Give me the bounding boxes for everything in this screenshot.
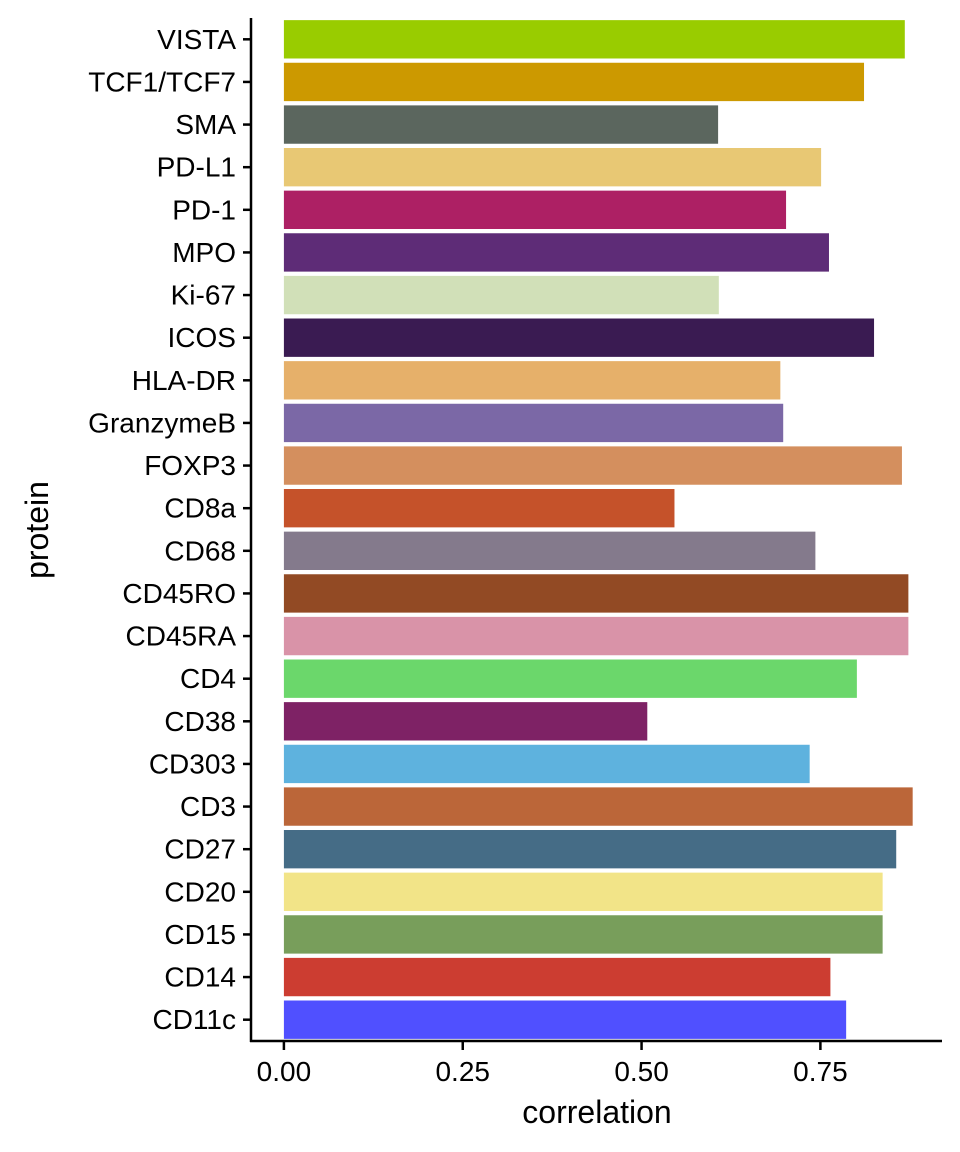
y-tick-label-ki-67: Ki-67 [171, 280, 236, 311]
bar-pd-1 [283, 190, 787, 229]
bar-cd20 [283, 872, 883, 911]
y-tick-label-cd68: CD68 [164, 535, 236, 566]
y-tick-label-cd45ro: CD45RO [122, 578, 236, 609]
bar-cd3 [283, 787, 913, 826]
y-axis-ticks: VISTA TCF1/TCF7 SMA PD-L1 PD-1 MPO Ki-67 ICOS HL… [88, 24, 251, 1035]
y-tick-label-cd15: CD15 [164, 919, 236, 950]
y-tick-label-cd45ra: CD45RA [126, 621, 237, 652]
bars-group [283, 20, 913, 1039]
y-tick-label-icos: ICOS [168, 322, 236, 353]
y-tick-label-sma: SMA [175, 109, 236, 140]
y-tick-label-cd38: CD38 [164, 706, 236, 737]
bar-icos [283, 318, 875, 357]
bar-foxp3 [283, 446, 902, 485]
bar-ki-67 [283, 275, 719, 315]
bar-mpo [283, 233, 829, 272]
x-tick-label: 0.25 [435, 1056, 490, 1087]
x-axis-ticks: 0.00 0.25 0.50 0.75 [257, 1041, 848, 1087]
bar-cd38 [283, 702, 648, 741]
bar-sma [283, 105, 719, 144]
x-tick-label: 0.50 [614, 1056, 669, 1087]
y-axis-title: protein [19, 481, 55, 579]
bar-cd45ra [283, 616, 909, 656]
bar-granzymeb [283, 403, 784, 443]
y-tick-label-cd3: CD3 [180, 791, 236, 822]
y-tick-label-mpo: MPO [172, 237, 236, 268]
bar-cd45ro [283, 574, 909, 613]
bar-cd27 [283, 830, 897, 869]
bar-cd11c [283, 1000, 847, 1039]
y-tick-label-tcf1-tcf7: TCF1/TCF7 [88, 66, 236, 97]
y-tick-label-granzymeb: GranzymeB [88, 407, 236, 438]
bar-cd68 [283, 531, 816, 570]
y-tick-label-cd11c: CD11c [152, 1004, 236, 1035]
y-tick-label-foxp3: FOXP3 [144, 450, 236, 481]
x-tick-label: 0.00 [257, 1056, 312, 1087]
bar-cd8a [283, 489, 675, 528]
bar-vista [283, 20, 905, 59]
y-tick-label-cd303: CD303 [149, 748, 236, 779]
bar-cd14 [283, 957, 831, 997]
y-tick-label-vista: VISTA [157, 24, 236, 55]
bar-pd-l1 [283, 148, 822, 187]
y-tick-label-cd27: CD27 [164, 834, 236, 865]
bar-hla-dr [283, 361, 781, 400]
y-tick-label-hla-dr: HLA-DR [132, 365, 236, 396]
x-axis-title: correlation [522, 1094, 671, 1130]
y-tick-label-cd4: CD4 [180, 663, 236, 694]
bar-cd303 [283, 744, 810, 784]
bar-tcf1-tcf7 [283, 62, 865, 102]
y-tick-label-pd-l1: PD-L1 [157, 152, 236, 183]
y-tick-label-pd-1: PD-1 [172, 194, 236, 225]
bar-cd4 [283, 659, 857, 698]
x-tick-label: 0.75 [793, 1056, 848, 1087]
y-tick-label-cd8a: CD8a [164, 493, 236, 524]
y-tick-label-cd20: CD20 [164, 876, 236, 907]
bar-cd15 [283, 915, 883, 954]
y-tick-label-cd14: CD14 [164, 962, 236, 993]
